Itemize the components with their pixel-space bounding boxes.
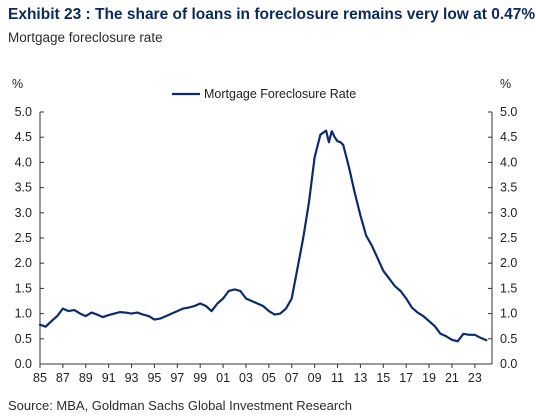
y-tick-label-right: 0.0	[500, 357, 517, 371]
legend-label: Mortgage Foreclosure Rate	[204, 87, 356, 101]
x-tick-label: 07	[285, 371, 299, 385]
y-tick-label-right: 4.0	[500, 155, 517, 169]
y-tick-label-left: 0.0	[15, 357, 32, 371]
source-note: Source: MBA, Goldman Sachs Global Invest…	[8, 398, 352, 413]
x-tick-label: 99	[193, 371, 207, 385]
chart-title: Exhibit 23 : The share of loans in forec…	[8, 6, 536, 23]
y-tick-label-right: 2.0	[500, 256, 517, 270]
y-axis-label-right: %	[500, 77, 511, 91]
x-tick-label: 97	[170, 371, 184, 385]
y-tick-label-right: 2.5	[500, 231, 517, 245]
y-tick-label-right: 5.0	[500, 105, 517, 119]
x-tick-label: 87	[56, 371, 70, 385]
x-tick-label: 93	[125, 371, 139, 385]
chart-subtitle: Mortgage foreclosure rate	[8, 30, 163, 45]
x-tick-label: 13	[353, 371, 367, 385]
y-axis-label-left: %	[12, 77, 23, 91]
x-tick-label: 01	[216, 371, 230, 385]
y-tick-label-right: 1.0	[500, 307, 517, 321]
y-tick-label-left: 5.0	[15, 105, 32, 119]
x-tick-label: 85	[33, 371, 47, 385]
y-tick-label-right: 4.5	[500, 130, 517, 144]
y-tick-label-right: 0.5	[500, 332, 517, 346]
x-tick-label: 23	[468, 371, 482, 385]
x-tick-label: 09	[308, 371, 322, 385]
y-tick-label-left: 2.0	[15, 256, 32, 270]
x-tick-label: 89	[79, 371, 93, 385]
y-tick-label-left: 4.5	[15, 130, 32, 144]
y-tick-label-left: 0.5	[15, 332, 32, 346]
x-tick-label: 91	[102, 371, 116, 385]
x-tick-label: 15	[376, 371, 390, 385]
x-tick-label: 17	[399, 371, 413, 385]
y-tick-label-left: 1.0	[15, 307, 32, 321]
series-line	[38, 129, 488, 343]
x-tick-label: 19	[422, 371, 436, 385]
x-tick-label: 03	[239, 371, 253, 385]
y-tick-label-left: 4.0	[15, 155, 32, 169]
x-tick-label: 11	[331, 371, 344, 385]
y-tick-label-left: 3.0	[15, 206, 32, 220]
x-tick-label: 21	[445, 371, 459, 385]
y-tick-label-right: 1.5	[500, 281, 517, 295]
y-tick-label-right: 3.5	[500, 181, 517, 195]
x-tick-label: 95	[147, 371, 161, 385]
y-tick-label-left: 3.5	[15, 181, 32, 195]
x-tick-label: 05	[262, 371, 276, 385]
y-tick-label-left: 2.5	[15, 231, 32, 245]
y-tick-label-left: 1.5	[15, 281, 32, 295]
y-tick-label-right: 3.0	[500, 206, 517, 220]
